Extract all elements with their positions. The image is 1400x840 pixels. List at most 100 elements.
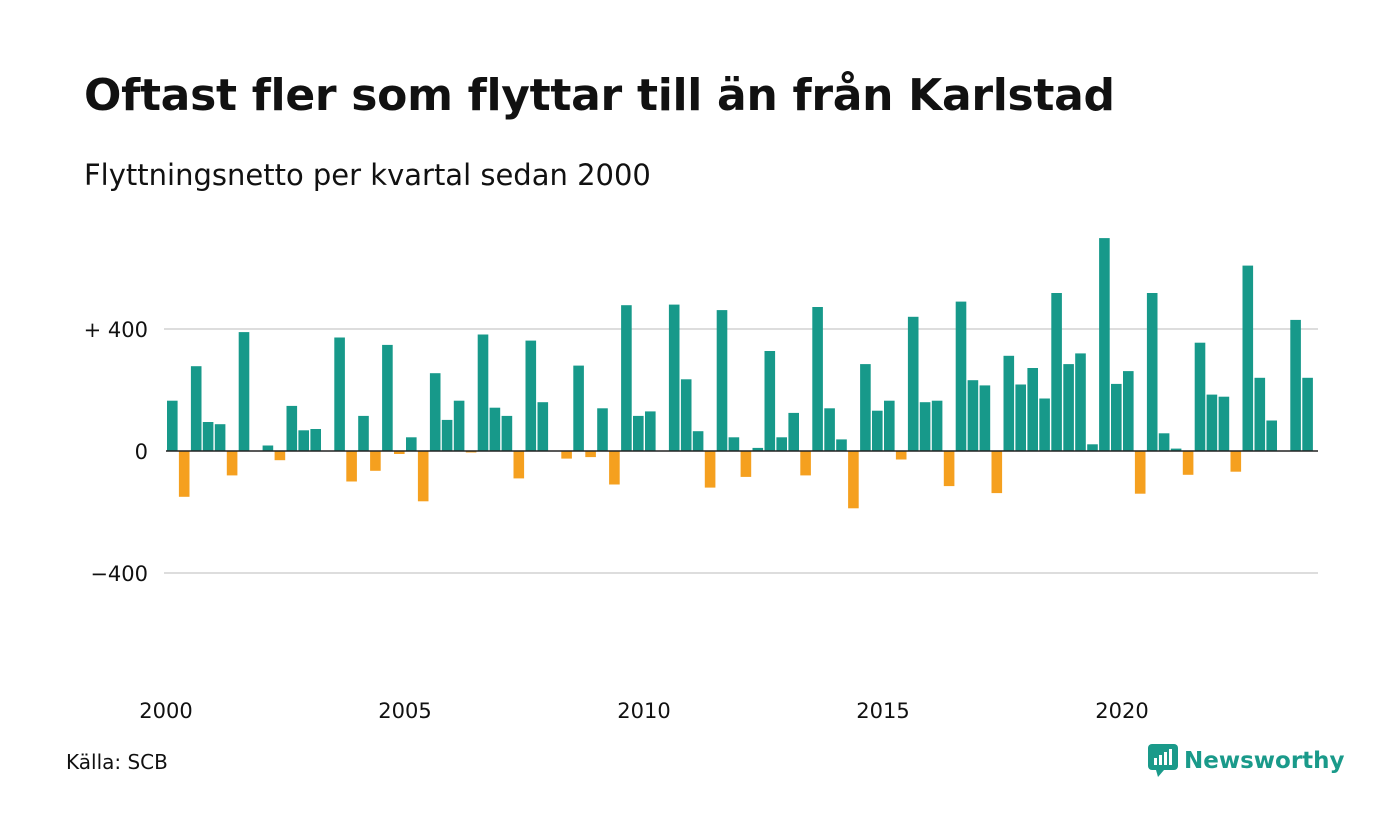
bar (501, 415, 513, 451)
x-tick-label: 2020 (1095, 699, 1148, 723)
bar (1266, 420, 1277, 451)
brand-name: Newsworthy (1184, 748, 1345, 774)
bar (668, 304, 680, 451)
bar (692, 431, 704, 451)
bar (370, 451, 381, 471)
source-note: Källa: SCB (66, 750, 168, 774)
bar (1075, 353, 1086, 451)
bar (1051, 293, 1062, 451)
bar (1242, 265, 1254, 451)
bar (417, 451, 429, 502)
bar (1182, 451, 1194, 475)
bar (202, 422, 214, 451)
bar (1146, 293, 1158, 451)
bar (824, 408, 835, 451)
bar (298, 430, 309, 451)
bar (573, 365, 584, 451)
bar (728, 437, 740, 451)
bar (776, 437, 787, 451)
bar (716, 310, 728, 451)
y-tick-label: −400 (90, 562, 148, 586)
bar (955, 301, 967, 451)
bar (633, 415, 644, 451)
bar (1099, 238, 1110, 451)
bar (1254, 377, 1266, 451)
bar (680, 379, 692, 451)
bar (1039, 398, 1050, 451)
bar (274, 451, 286, 461)
bar (621, 305, 632, 451)
bar (1063, 364, 1074, 451)
y-tick-label: 0 (135, 440, 148, 464)
newsworthy-logo: Newsworthy (1148, 744, 1345, 778)
bar (286, 405, 298, 451)
bar (752, 447, 764, 451)
x-tick-label: 2015 (856, 699, 909, 723)
bar (836, 439, 847, 451)
bar (848, 451, 859, 509)
x-tick-label: 2000 (139, 699, 192, 723)
bar (597, 408, 608, 451)
bar (872, 410, 883, 451)
bar (1027, 368, 1038, 451)
bar (406, 437, 417, 451)
bar (1158, 433, 1170, 451)
bar (489, 407, 501, 451)
bar (190, 366, 202, 451)
bar (645, 411, 656, 451)
bar (178, 451, 190, 497)
bar (1302, 377, 1313, 451)
bar (358, 415, 369, 451)
chart-title: Oftast fler som flyttar till än från Kar… (84, 70, 1115, 121)
y-tick-label: + 400 (84, 318, 148, 342)
bar (1290, 319, 1301, 452)
bar-chart: + 400 0 −400 2000 2005 2010 2015 2020 (84, 238, 1318, 723)
bar (1111, 383, 1122, 451)
bar (214, 424, 226, 451)
bar (609, 451, 620, 485)
bar (1134, 451, 1146, 494)
bar (238, 332, 250, 452)
bar (453, 400, 465, 451)
bar (537, 402, 549, 451)
bar (262, 445, 274, 451)
bar (226, 451, 238, 476)
bar (477, 334, 489, 451)
bar (943, 451, 955, 487)
bar (764, 351, 776, 451)
bar (919, 402, 931, 451)
bar (1170, 448, 1182, 451)
bar (967, 380, 979, 451)
bar (1015, 384, 1026, 451)
bar (1218, 396, 1230, 451)
bar (513, 451, 525, 479)
bar (812, 307, 823, 451)
bar (895, 451, 907, 460)
bar (1230, 451, 1242, 472)
bar (931, 400, 943, 451)
bar (429, 373, 441, 451)
bar (991, 451, 1003, 494)
bar (860, 364, 871, 451)
bar (884, 400, 895, 451)
bar (382, 344, 393, 451)
x-tick-label: 2005 (378, 699, 431, 723)
bar (1087, 444, 1098, 451)
bar (979, 385, 991, 451)
bar (525, 340, 537, 451)
bar (394, 451, 405, 454)
bar (167, 400, 178, 451)
x-tick-label: 2010 (617, 699, 670, 723)
bar (1194, 342, 1206, 451)
bar (1123, 371, 1134, 451)
bar (561, 451, 572, 459)
bar (907, 316, 919, 451)
bar (704, 451, 716, 488)
bar (310, 429, 321, 451)
bar (346, 451, 357, 482)
bar (788, 412, 799, 451)
bar (585, 451, 596, 458)
chart-subtitle: Flyttningsnetto per kvartal sedan 2000 (84, 158, 651, 192)
bar (1003, 355, 1015, 451)
bar (800, 451, 811, 476)
